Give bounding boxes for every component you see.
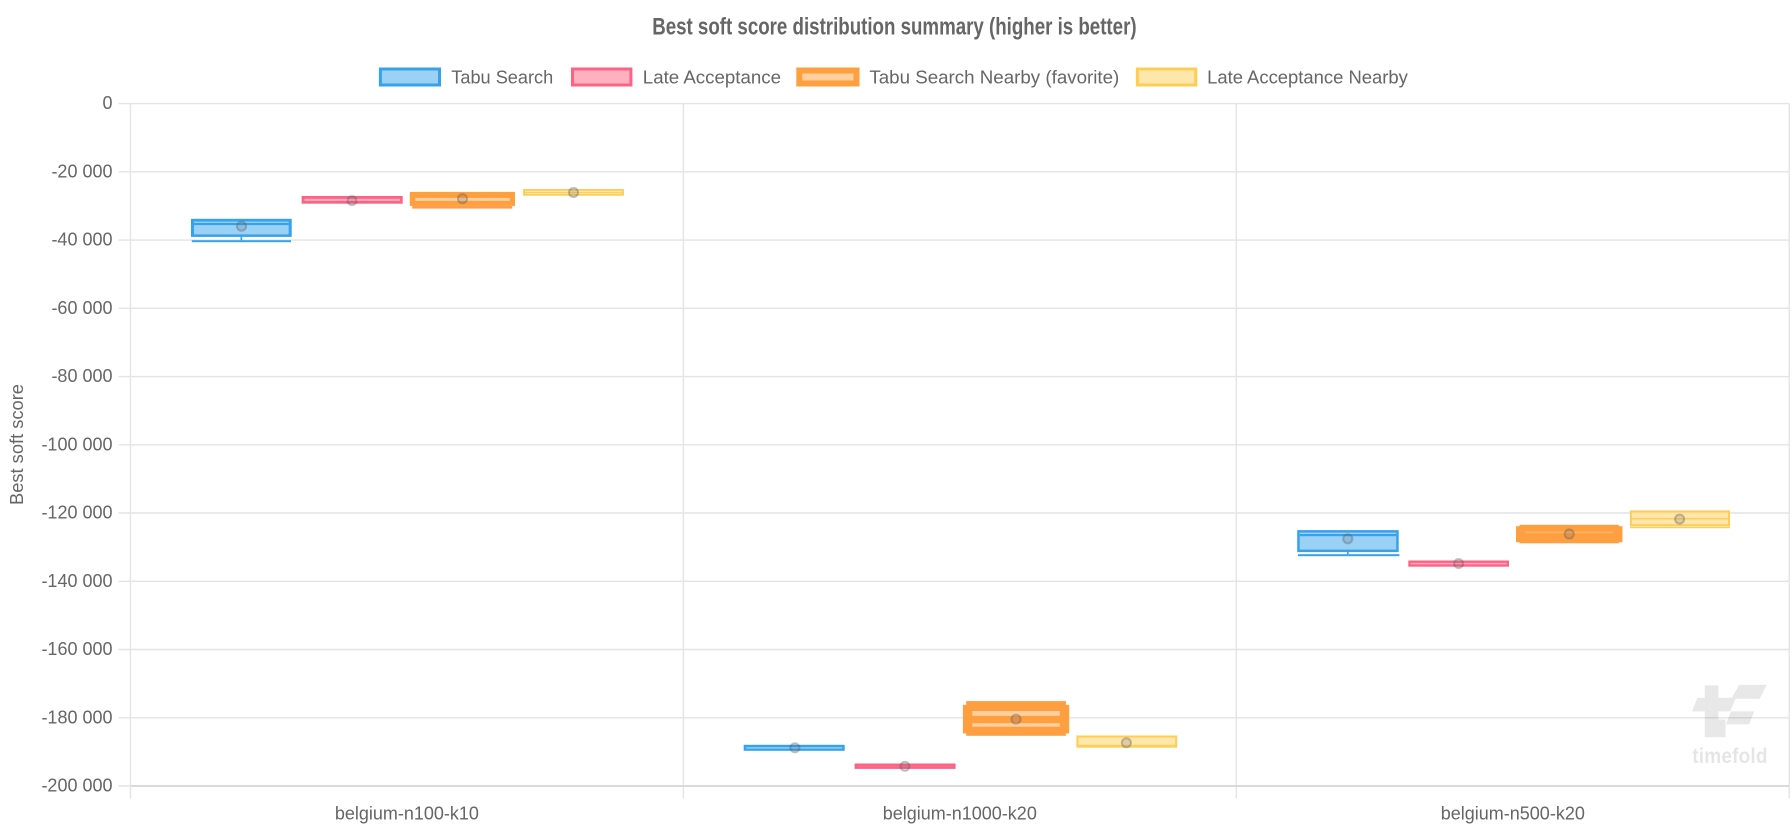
svg-text:-60 000: -60 000 (51, 298, 112, 318)
svg-text:-100 000: -100 000 (41, 434, 112, 454)
svg-text:belgium-n500-k20: belgium-n500-k20 (1441, 804, 1585, 824)
svg-text:belgium-n1000-k20: belgium-n1000-k20 (883, 804, 1037, 824)
svg-text:-20 000: -20 000 (51, 161, 112, 181)
svg-text:Late Acceptance Nearby: Late Acceptance Nearby (1207, 68, 1408, 88)
svg-text:-200 000: -200 000 (41, 776, 112, 796)
svg-text:-140 000: -140 000 (41, 571, 112, 591)
svg-text:-80 000: -80 000 (51, 366, 112, 386)
svg-text:Best soft score: Best soft score (7, 384, 27, 505)
svg-text:Tabu Search: Tabu Search (451, 68, 553, 88)
svg-text:timefold: timefold (1692, 744, 1767, 768)
svg-text:-120 000: -120 000 (41, 503, 112, 523)
svg-text:-160 000: -160 000 (41, 639, 112, 659)
svg-text:0: 0 (102, 93, 112, 113)
svg-text:Best soft score distribution s: Best soft score distribution summary (hi… (652, 14, 1136, 41)
svg-text:-40 000: -40 000 (51, 230, 112, 250)
svg-text:belgium-n100-k10: belgium-n100-k10 (335, 804, 479, 824)
svg-text:Tabu Search Nearby (favorite): Tabu Search Nearby (favorite) (869, 68, 1119, 88)
svg-text:-180 000: -180 000 (41, 707, 112, 727)
svg-text:Late Acceptance: Late Acceptance (643, 68, 781, 88)
